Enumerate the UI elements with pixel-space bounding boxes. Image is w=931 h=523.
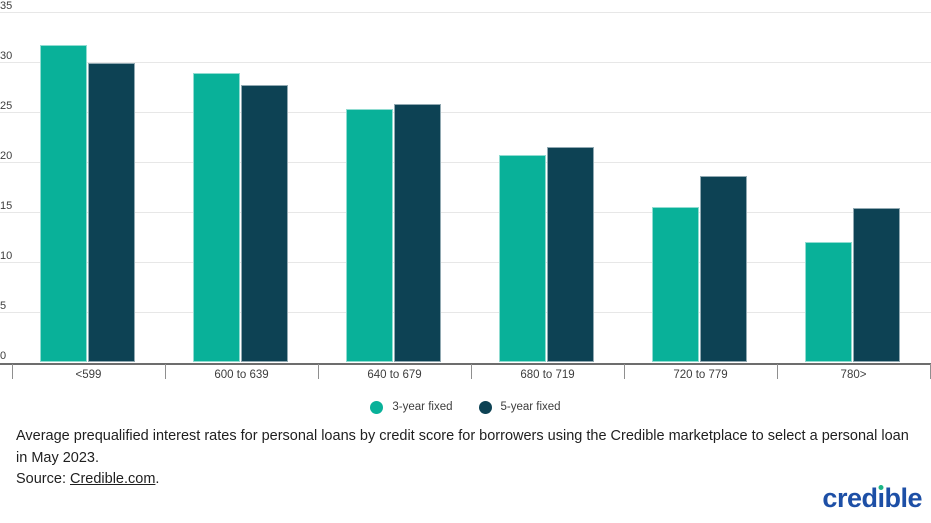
caption-text: Average prequalified interest rates for … [16, 428, 909, 466]
logo-green-dot-icon [878, 484, 884, 490]
x-axis-tick [165, 364, 166, 379]
x-axis-label: 720 to 779 [673, 369, 728, 381]
x-axis-tick [624, 364, 625, 379]
x-axis-tick [12, 364, 13, 379]
bar-5-year-fixed-3 [547, 147, 594, 362]
x-axis-tick [777, 364, 778, 379]
y-axis-label: 0 [0, 350, 7, 362]
legend-dot-5-year-icon [478, 400, 492, 414]
legend-item-3-year-fixed: 3-year fixed [370, 400, 453, 414]
logo-text-before-i: cred [822, 483, 878, 513]
y-axis-label: 15 [0, 200, 13, 212]
y-axis-label: 30 [0, 50, 13, 62]
caption-source-line: Source: Credible.com. [16, 469, 921, 491]
source-link[interactable]: Credible.com [70, 471, 156, 487]
gridline-35 [0, 12, 931, 13]
x-axis-label: 600 to 639 [214, 369, 269, 381]
gridline-25 [0, 112, 931, 113]
gridline-20 [0, 162, 931, 163]
x-axis-tick [318, 364, 319, 379]
bar-3-year-fixed-0 [40, 45, 87, 362]
y-axis-label: 25 [0, 100, 13, 112]
bar-5-year-fixed-0 [88, 63, 135, 362]
legend-dot-3-year-icon [370, 400, 384, 414]
source-label: Source: [16, 471, 70, 487]
gridline-30 [0, 62, 931, 63]
logo-letter-i: ı [877, 483, 885, 513]
bar-5-year-fixed-1 [241, 85, 288, 362]
bar-3-year-fixed-2 [346, 109, 393, 362]
bar-5-year-fixed-4 [700, 176, 747, 362]
bar-3-year-fixed-4 [652, 207, 699, 362]
chart-caption: Average prequalified interest rates for … [16, 426, 921, 491]
y-axis-label: 10 [0, 250, 13, 262]
x-axis-label: 640 to 679 [367, 369, 422, 381]
source-suffix: . [155, 471, 160, 487]
x-axis-line [0, 363, 931, 365]
bar-3-year-fixed-5 [805, 242, 852, 362]
gridline-15 [0, 212, 931, 213]
x-axis-label: 680 to 719 [520, 369, 575, 381]
legend-item-5-year-fixed: 5-year fixed [478, 400, 561, 414]
bar-5-year-fixed-5 [853, 208, 900, 362]
y-axis-label: 20 [0, 150, 13, 162]
bar-5-year-fixed-2 [394, 104, 441, 362]
y-axis-label: 35 [0, 0, 13, 12]
bar-3-year-fixed-3 [499, 155, 546, 362]
gridline-10 [0, 262, 931, 263]
x-axis-label: 780> [840, 369, 867, 381]
bar-3-year-fixed-1 [193, 73, 240, 362]
legend-label-3-year: 3-year fixed [392, 401, 453, 413]
legend-label-5-year: 5-year fixed [500, 401, 561, 413]
gridline-5 [0, 312, 931, 313]
x-axis-tick [471, 364, 472, 379]
logo-text-after-i: ble [884, 483, 922, 513]
y-axis-label: 5 [0, 300, 7, 312]
credible-logo: credı ble [822, 483, 922, 513]
chart-legend: 3-year fixed 5-year fixed [0, 398, 931, 416]
bar-chart-plot-area: 0 5 10 15 20 25 30 35 <599 600 to 639 640 to 679 68… [0, 0, 931, 381]
x-axis-label: <599 [75, 369, 102, 381]
